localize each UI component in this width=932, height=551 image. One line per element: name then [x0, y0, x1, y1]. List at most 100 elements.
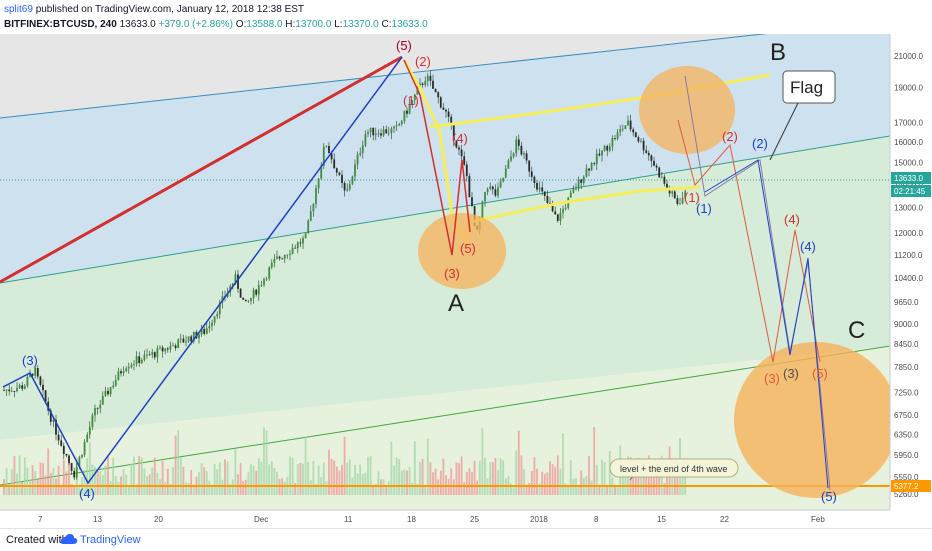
candle-body[interactable] [140, 359, 143, 364]
candle-body[interactable] [463, 156, 466, 165]
candle-body[interactable] [660, 176, 663, 178]
candle-body[interactable] [346, 189, 349, 191]
candle-body[interactable] [239, 288, 242, 298]
candle-body[interactable] [486, 188, 489, 193]
candle-body[interactable] [640, 140, 642, 142]
candle-body[interactable] [244, 299, 247, 302]
candle-body[interactable] [348, 184, 351, 190]
candle-body[interactable] [29, 373, 31, 377]
candle-body[interactable] [341, 174, 343, 183]
candle-body[interactable] [26, 376, 29, 387]
candle-body[interactable] [650, 155, 653, 161]
candle-body[interactable] [42, 384, 44, 391]
candle-body[interactable] [458, 147, 460, 150]
candle-body[interactable] [309, 211, 312, 221]
candle-body[interactable] [234, 274, 237, 284]
candle-body[interactable] [169, 345, 172, 350]
candle-body[interactable] [8, 389, 11, 392]
candle-body[interactable] [601, 150, 603, 156]
candle-body[interactable] [398, 124, 401, 126]
candle-body[interactable] [44, 390, 47, 402]
candle-body[interactable] [437, 92, 440, 98]
candle-body[interactable] [679, 203, 681, 205]
candle-body[interactable] [595, 153, 598, 165]
candle-body[interactable] [198, 334, 200, 339]
symbol-name[interactable]: BITFINEX:BTCUSD, 240 [4, 19, 117, 30]
candle-body[interactable] [255, 289, 258, 295]
candle-body[interactable] [57, 434, 60, 441]
candle-body[interactable] [164, 348, 167, 352]
candle-body[interactable] [588, 168, 590, 171]
candle-body[interactable] [569, 192, 572, 198]
candle-body[interactable] [580, 179, 583, 183]
candle-body[interactable] [114, 380, 117, 386]
candle-body[interactable] [75, 467, 78, 478]
candle-body[interactable] [190, 336, 193, 342]
candle-body[interactable] [83, 441, 86, 455]
candle-body[interactable] [263, 279, 265, 286]
candle-body[interactable] [174, 345, 177, 349]
candle-body[interactable] [81, 454, 83, 458]
candle-body[interactable] [96, 407, 99, 409]
candle-body[interactable] [538, 187, 541, 190]
candle-body[interactable] [260, 285, 263, 286]
candle-body[interactable] [317, 178, 320, 189]
candle-body[interactable] [572, 189, 575, 193]
candle-body[interactable] [523, 153, 525, 155]
candle-body[interactable] [663, 176, 666, 184]
candle-body[interactable] [429, 75, 432, 81]
candle-body[interactable] [252, 289, 255, 298]
candle-body[interactable] [130, 364, 133, 368]
candle-body[interactable] [335, 168, 338, 173]
candle-body[interactable] [432, 80, 434, 89]
candle-body[interactable] [634, 132, 637, 138]
candle-body[interactable] [541, 187, 544, 192]
candle-body[interactable] [39, 376, 42, 385]
candle-body[interactable] [78, 457, 81, 468]
candle-body[interactable] [611, 138, 614, 147]
candle-body[interactable] [65, 453, 68, 456]
candle-body[interactable] [356, 154, 359, 165]
candle-body[interactable] [291, 247, 294, 254]
candle-body[interactable] [385, 129, 388, 134]
candle-body[interactable] [3, 390, 5, 392]
candle-body[interactable] [49, 410, 52, 422]
candle-body[interactable] [403, 110, 406, 122]
candle-body[interactable] [606, 145, 609, 151]
candle-body[interactable] [208, 326, 211, 329]
candle-body[interactable] [112, 385, 115, 388]
candle-body[interactable] [411, 100, 414, 105]
candle-body[interactable] [445, 109, 447, 112]
candle-body[interactable] [525, 153, 528, 161]
candle-body[interactable] [182, 338, 185, 343]
candle-body[interactable] [442, 107, 445, 110]
candle-body[interactable] [543, 191, 546, 196]
candle-body[interactable] [647, 152, 650, 156]
candle-body[interactable] [213, 316, 216, 323]
candle-body[interactable] [159, 347, 161, 349]
candle-body[interactable] [289, 253, 291, 255]
candle-body[interactable] [681, 197, 684, 204]
candle-body[interactable] [125, 368, 128, 372]
candle-body[interactable] [166, 348, 169, 350]
candle-body[interactable] [109, 387, 112, 395]
candle-body[interactable] [489, 186, 492, 189]
candle-body[interactable] [528, 160, 531, 172]
candle-body[interactable] [343, 182, 346, 191]
candle-body[interactable] [257, 285, 260, 295]
candle-body[interactable] [671, 191, 674, 194]
candle-body[interactable] [153, 352, 156, 358]
candle-body[interactable] [270, 262, 273, 268]
candle-body[interactable] [455, 140, 458, 148]
candle-body[interactable] [68, 455, 70, 463]
candle-body[interactable] [172, 345, 174, 347]
candle-body[interactable] [296, 242, 299, 249]
candle-body[interactable] [520, 145, 523, 155]
candle-body[interactable] [281, 258, 284, 260]
candle-body[interactable] [361, 145, 364, 153]
candle-body[interactable] [642, 140, 645, 151]
candle-body[interactable] [322, 146, 325, 166]
candle-body[interactable] [504, 168, 507, 178]
candle-body[interactable] [447, 111, 450, 117]
candle-body[interactable] [146, 354, 148, 356]
